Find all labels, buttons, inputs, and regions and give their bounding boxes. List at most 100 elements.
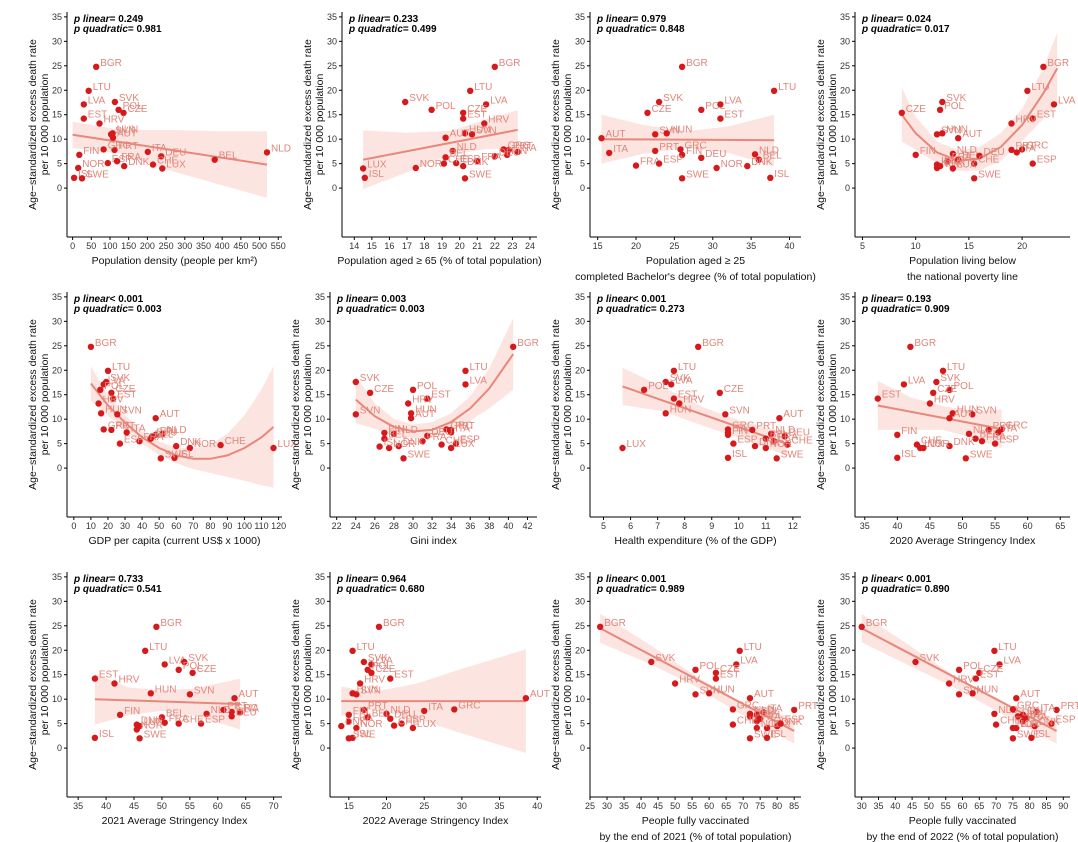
y-axis-label-line-1: Age−standardized excess death rate	[815, 39, 827, 210]
y-tick-label: 15	[327, 110, 337, 120]
point-label-nor: NOR	[420, 159, 442, 170]
y-tick-label: 15	[840, 670, 850, 680]
point-label-svk: SVK	[409, 93, 429, 104]
point-label-svk: SVK	[110, 373, 130, 384]
point-label-hrv: HRV	[679, 675, 700, 686]
data-point-deu	[387, 715, 394, 722]
data-point-hun	[705, 690, 713, 697]
data-point-nor	[353, 724, 360, 732]
point-label-prt: PRT	[659, 142, 679, 153]
data-point-cze	[368, 669, 375, 676]
x-tick-label: 7	[655, 521, 660, 531]
data-point-nld	[768, 430, 775, 437]
data-point-ita	[1033, 708, 1040, 716]
data-point-hun	[939, 130, 946, 137]
y-tick-label: 30	[327, 36, 337, 46]
x-tick-label: 40	[101, 801, 111, 811]
p-linear-name: p linear	[596, 574, 634, 585]
data-point-prt	[749, 426, 756, 434]
x-tick-label: 8	[682, 521, 687, 531]
x-axis-label-line-1: GDP per capita (current US$ x 1000)	[89, 535, 261, 547]
x-tick-label: 45	[925, 521, 935, 531]
data-point-bel	[364, 714, 371, 721]
data-point-fin	[503, 151, 511, 158]
data-point-hun	[97, 410, 105, 417]
x-tick-label: 80	[205, 521, 215, 531]
point-label-svn: SVN	[476, 125, 497, 136]
x-tick-label: 26	[370, 521, 380, 531]
p-quadratic-name: p quadratic	[73, 304, 128, 315]
data-point-est	[91, 675, 99, 682]
y-tick-label: 30	[52, 36, 62, 46]
point-label-ltu: LTU	[93, 82, 111, 93]
p-linear-name: p linear	[861, 14, 899, 25]
data-point-prt	[505, 146, 513, 154]
point-label-pol: POL	[944, 101, 964, 112]
data-point-hun	[969, 690, 976, 697]
x-tick-label: 70	[991, 801, 1001, 811]
y-tick-label: 10	[840, 694, 850, 704]
data-point-che	[390, 722, 398, 729]
point-label-lux: LUX	[924, 439, 944, 450]
data-point-grc	[1009, 706, 1017, 713]
point-label-esp: ESP	[785, 715, 805, 726]
data-point-est	[972, 675, 980, 682]
data-point-bel	[762, 435, 769, 442]
y-tick-label: 15	[840, 110, 850, 120]
point-label-prt: PRT	[513, 141, 533, 152]
x-axis-label-line-1: 2021 Average Stringency Index	[102, 815, 248, 827]
x-tick-label: 14	[349, 241, 359, 251]
point-label-fin: FIN	[686, 146, 702, 157]
point-label-esp: ESP	[112, 154, 132, 165]
point-label-est: EST	[980, 670, 999, 681]
y-tick-label: 35	[315, 292, 325, 302]
trend-line	[601, 138, 775, 142]
p-quadratic-value: = 0.017	[916, 24, 950, 35]
chart-panel-9: Age−standardized excess death rateper 10…	[27, 572, 282, 827]
data-point-bgr	[695, 343, 702, 350]
data-point-esp	[777, 720, 784, 727]
data-point-svk	[939, 98, 946, 106]
data-point-isl	[376, 443, 383, 450]
data-point-nld	[390, 430, 398, 437]
data-point-ltu	[142, 647, 149, 654]
point-label-esp: ESP	[460, 154, 480, 165]
data-point-lva	[1050, 101, 1058, 108]
point-label-bel: BEL	[763, 151, 782, 162]
data-point-fin	[345, 711, 352, 718]
point-label-isl: ISL	[369, 169, 384, 180]
point-label-bel: BEL	[219, 151, 238, 162]
point-label-fra: FRA	[778, 432, 798, 443]
point-label-est: EST	[467, 110, 486, 121]
point-label-lux: LUX	[166, 160, 186, 171]
data-point-svn	[352, 411, 359, 418]
x-tick-label: 30	[602, 801, 612, 811]
point-label-fra: FRA	[481, 152, 501, 163]
data-point-fra	[944, 158, 951, 165]
data-point-swe	[678, 175, 686, 182]
point-label-ltu: LTU	[149, 642, 167, 653]
data-point-fra	[978, 438, 986, 445]
trend-line	[362, 128, 518, 161]
x-tick-label: 30	[408, 521, 418, 531]
y-axis-label-line-1: Age−standardized excess death rate	[27, 599, 39, 770]
p-quadratic-value: = 0.273	[651, 304, 685, 315]
data-point-swe	[136, 735, 143, 742]
data-point-pol	[97, 386, 104, 393]
data-point-swe	[157, 455, 164, 462]
x-tick-label: 10	[86, 521, 96, 531]
point-label-hrv: HRV	[934, 395, 955, 406]
point-label-fra: FRA	[986, 432, 1006, 443]
x-axis-label-line-1: 2020 Average Stringency Index	[890, 535, 1036, 547]
chart-panel-8: Age−standardized excess death rateper 10…	[815, 292, 1070, 547]
trend-line	[622, 385, 788, 446]
x-tick-label: 500	[252, 241, 267, 251]
point-label-est: EST	[431, 390, 450, 401]
y-tick-label: 10	[315, 414, 325, 424]
x-tick-label: 22	[332, 521, 342, 531]
x-tick-label: 20	[455, 241, 465, 251]
p-linear-value: = 0.003	[373, 294, 407, 305]
point-label-bel: BEL	[980, 430, 999, 441]
data-point-hrv	[405, 400, 412, 407]
data-point-fin	[912, 151, 919, 158]
